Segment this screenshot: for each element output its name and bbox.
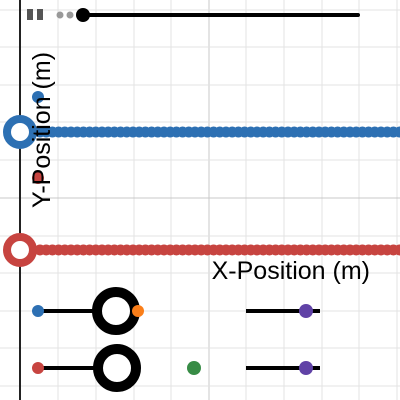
blue-marker[interactable] — [3, 115, 37, 149]
blue-point[interactable] — [32, 305, 44, 317]
ring — [92, 287, 140, 335]
y-axis-label: Y-Position (m) — [28, 52, 56, 208]
icon[interactable] — [27, 9, 33, 20]
slider-handle[interactable] — [76, 8, 90, 22]
purple-point[interactable] — [299, 304, 313, 318]
icon[interactable] — [37, 9, 43, 20]
orange-point[interactable] — [132, 305, 144, 317]
x-axis-label: X-Position (m) — [212, 257, 370, 285]
red-marker[interactable] — [3, 233, 37, 267]
dot — [56, 11, 64, 19]
ring — [93, 344, 141, 392]
blue-point[interactable] — [32, 91, 44, 103]
red-point[interactable] — [32, 172, 44, 184]
red-point[interactable] — [32, 362, 44, 374]
dot — [66, 11, 74, 19]
green-point[interactable] — [187, 361, 201, 375]
purple-point[interactable] — [299, 361, 313, 375]
